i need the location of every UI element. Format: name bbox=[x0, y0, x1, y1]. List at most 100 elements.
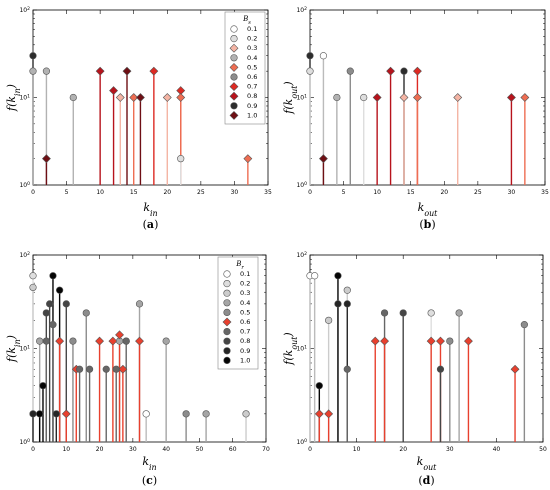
x-tick-label: 20 bbox=[440, 189, 448, 196]
data-point bbox=[129, 93, 139, 102]
data-point bbox=[436, 336, 445, 346]
legend-label: 0.3 bbox=[240, 289, 250, 297]
data-point bbox=[334, 300, 342, 308]
data-point bbox=[360, 93, 368, 102]
data-points bbox=[306, 52, 530, 185]
legend-label: 0.6 bbox=[240, 318, 250, 326]
legend-label: 0.9 bbox=[240, 347, 250, 355]
data-point bbox=[453, 93, 463, 102]
legend-marker bbox=[230, 54, 238, 62]
x-tick-label: 0 bbox=[308, 189, 312, 196]
x-tick-label: 30 bbox=[508, 189, 516, 196]
x-tick-label: 20 bbox=[399, 446, 407, 453]
data-point bbox=[372, 93, 382, 102]
data-point bbox=[39, 382, 47, 390]
panel-b: 0 5 10 15 20 25 30 35 100 101 102 kout f(kout) (b) bbox=[282, 6, 549, 232]
legend-marker bbox=[229, 82, 239, 92]
legend-marker bbox=[223, 289, 231, 297]
x-axis-label: kin bbox=[143, 201, 157, 218]
y-tick-label: 102 bbox=[296, 6, 307, 15]
x-tick-label: 30 bbox=[446, 446, 454, 453]
y-tick-label: 100 bbox=[19, 181, 30, 190]
y-tick-label: 102 bbox=[19, 251, 30, 260]
data-point bbox=[29, 272, 37, 280]
data-point bbox=[29, 410, 37, 418]
data-point bbox=[49, 272, 57, 280]
data-point bbox=[399, 93, 409, 102]
data-point bbox=[520, 321, 528, 329]
data-point bbox=[346, 67, 354, 75]
data-point bbox=[520, 93, 530, 102]
legend-title: Br bbox=[235, 260, 244, 271]
y-tick-label: 102 bbox=[296, 251, 307, 260]
data-point bbox=[42, 337, 50, 345]
legend-marker bbox=[223, 270, 231, 278]
legend-label: 1.0 bbox=[240, 356, 250, 364]
data-point bbox=[36, 410, 44, 418]
data-point bbox=[380, 336, 389, 346]
data-point bbox=[343, 365, 351, 373]
data-point bbox=[426, 336, 436, 346]
legend-marker bbox=[223, 356, 231, 365]
data-point bbox=[455, 309, 463, 317]
panel-c: 0 10 20 30 40 50 60 70100101102kinf(kin)(c)Br0.… bbox=[5, 251, 270, 488]
data-points bbox=[29, 52, 253, 185]
legend-title: Bs bbox=[242, 15, 251, 26]
legend-marker bbox=[229, 43, 239, 53]
x-tick-label: 60 bbox=[229, 446, 237, 453]
legend-marker bbox=[229, 62, 239, 72]
panel-d: 0 10 20 30 40 50 100 101 102 kout f(kout) (d) bbox=[282, 251, 547, 488]
legend-label: 0.3 bbox=[247, 44, 257, 52]
data-point bbox=[413, 66, 422, 76]
legend-marker bbox=[223, 280, 231, 288]
x-tick-label: 0 bbox=[308, 446, 312, 453]
data-point bbox=[29, 67, 37, 75]
panel-caption: (d) bbox=[418, 474, 434, 487]
data-point bbox=[69, 93, 77, 102]
y-tick-label: 100 bbox=[19, 438, 30, 447]
data-point bbox=[436, 365, 445, 373]
legend-label: 1.0 bbox=[247, 111, 257, 119]
data-point bbox=[343, 300, 351, 308]
data-point bbox=[464, 336, 473, 346]
data-point bbox=[95, 336, 104, 346]
legend-marker bbox=[230, 25, 238, 33]
data-point bbox=[177, 155, 185, 163]
data-point bbox=[162, 337, 170, 345]
data-point bbox=[306, 52, 314, 60]
data-point bbox=[46, 300, 54, 308]
data-point bbox=[507, 93, 516, 102]
x-tick-label: 40 bbox=[493, 446, 501, 453]
legend-label: 0.7 bbox=[247, 83, 257, 91]
data-point bbox=[42, 67, 51, 75]
legend-label: 0.8 bbox=[247, 92, 257, 100]
legend-label: 0.2 bbox=[240, 280, 250, 288]
x-tick-label: 70 bbox=[262, 446, 270, 453]
legend-label: 0.1 bbox=[240, 270, 250, 278]
x-tick-label: 10 bbox=[373, 189, 381, 196]
panel-a: 0 5 10 15 20 25 30 35 100 101 102 kin f(kin) (a) Bs0.1… bbox=[5, 6, 272, 232]
x-tick-label: 25 bbox=[197, 189, 205, 196]
data-point bbox=[306, 67, 314, 75]
x-tick-label: 15 bbox=[130, 189, 138, 196]
data-point bbox=[135, 336, 144, 346]
data-point bbox=[325, 316, 333, 324]
data-point bbox=[95, 66, 105, 76]
x-tick-label: 20 bbox=[96, 446, 104, 453]
data-point bbox=[182, 410, 190, 418]
data-point bbox=[319, 154, 328, 164]
data-point bbox=[400, 67, 408, 75]
x-axis-label: kout bbox=[418, 201, 439, 218]
data-points bbox=[306, 272, 528, 442]
y-axis-label: f(kout) bbox=[282, 81, 299, 114]
panel-caption: (b) bbox=[419, 218, 435, 231]
data-point bbox=[69, 337, 77, 345]
x-axis-label: kin bbox=[142, 455, 156, 472]
data-point bbox=[176, 93, 186, 102]
data-point bbox=[370, 336, 380, 346]
data-point bbox=[62, 300, 70, 308]
x-tick-label: 10 bbox=[353, 446, 361, 453]
data-point bbox=[315, 382, 323, 390]
data-point bbox=[333, 93, 341, 102]
x-tick-label: 40 bbox=[162, 446, 170, 453]
